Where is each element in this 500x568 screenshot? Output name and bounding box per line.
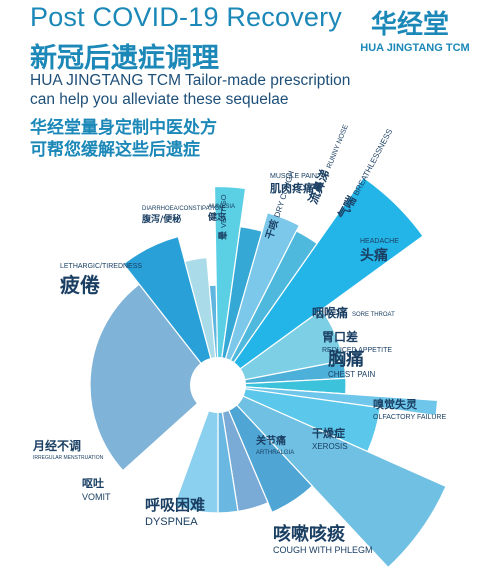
chart-label-en: IRREGULAR MENSTRUATION: [33, 455, 104, 461]
chart-label-en: ARTHRALGIA: [256, 450, 294, 456]
chart-label-en: VOMIT: [82, 492, 111, 502]
chart-slice-cough-with-phlegm: [217, 384, 447, 568]
chart-slice-diarrhoea-constipation: [122, 235, 219, 386]
chart-label-en: CHEST PAIN: [328, 370, 375, 379]
chart-label-zh: 月经不调: [32, 438, 81, 453]
chart-label-zh: 疲倦: [60, 273, 100, 297]
chart-slice-muscle-pain: [213, 185, 247, 386]
chart-label-group: 嗅觉失灵 OLFACTORY FAILURE: [373, 397, 446, 421]
chart-label-en: RUNNY NOSE: [326, 124, 350, 170]
intro-en-line-1: HUA JINGTANG TCM Tailor-made prescriptio…: [30, 72, 351, 89]
chart-label-group: 晕 VERTIGO: [217, 194, 229, 240]
chart-slice-irregular-menstruation: [173, 384, 219, 514]
chart-label-zh: 头痛: [360, 247, 388, 264]
chart-label-en: DYSPNEA: [145, 516, 198, 528]
intro-zh-line-1: 华经堂量身定制中医处方: [30, 118, 217, 138]
chart-label-zh: 干燥症: [312, 426, 345, 440]
chart-center-hole: [190, 357, 246, 413]
page-title-zh: 新冠后遗症调理: [30, 43, 219, 74]
chart-label-zh: 嗅觉失灵: [373, 397, 418, 411]
intro-en-line-2: can help you alleviate these sequelae: [30, 91, 289, 108]
brand-logo-en: HUA JINGTANG TCM: [360, 42, 470, 54]
chart-label-en: COUGH WITH PHLEGM: [273, 545, 373, 555]
chart-label-en: OLFACTORY FAILURE: [373, 414, 446, 421]
chart-label-zh: 关节痛: [256, 434, 286, 447]
chart-label-zh: 胃口差: [322, 329, 358, 344]
chart-label-en: VERTIGO: [219, 194, 228, 228]
chart-label-group: 呼吸困难 DYSPNEA: [145, 496, 205, 528]
chart-label-zh: 晕: [217, 231, 229, 240]
chart-label-group: 干燥症 XEROSIS: [312, 426, 348, 451]
chart-label-group: LETHARGIC/TIREDNESS 疲倦: [60, 263, 142, 297]
chart-slice-arthralgia: [217, 384, 314, 514]
chart-label-group: 咽喉痛 SORE THROAT: [312, 305, 395, 320]
chart-label-group: 月经不调 IRREGULAR MENSTRUATION: [32, 438, 104, 461]
chart-slice-amnesia: [184, 256, 219, 386]
chart-label-zh: 咽喉痛: [312, 305, 348, 320]
chart-label-en: REDUCED APPETITE: [322, 347, 392, 354]
intro-zh-line-2: 可帮您缓解这些后遗症: [30, 140, 200, 160]
chart-label-group: 胃口差 REDUCED APPETITE: [322, 329, 392, 354]
chart-label-zh: 胸痛: [328, 348, 364, 370]
chart-label-group: 关节痛 ARTHRALGIA: [256, 434, 294, 456]
chart-label-zh: 呼吸困难: [145, 496, 205, 514]
chart-label-en: MUSCLE PAIN: [270, 173, 317, 180]
chart-label-en: SORE THROAT: [352, 312, 395, 318]
chart-label-en: AMNESIA: [208, 204, 235, 210]
chart-label-group: HEADACHE 头痛: [360, 238, 399, 264]
chart-label-zh: 肌肉疼痛: [269, 181, 314, 195]
chart-slice-lethargic-tiredness: [89, 283, 219, 472]
page-title-en: Post COVID-19 Recovery: [30, 2, 342, 32]
chart-slice-runny-nose: [217, 211, 301, 386]
chart-slice-headache: [217, 176, 424, 386]
chart-label-en: LETHARGIC/TIREDNESS: [60, 263, 142, 270]
chart-label-group: 呕吐 VOMIT: [82, 476, 111, 502]
chart-label-en: HEADACHE: [360, 238, 399, 245]
brand-logo-zh: 华经堂: [370, 10, 449, 40]
chart-label-zh: 腹泻/便秘: [141, 213, 181, 225]
chart-label-zh: 呕吐: [82, 476, 104, 490]
chart-label-zh: 健忘: [208, 211, 226, 223]
chart-label-en: DIARRHOEA/CONSTIPATION: [142, 206, 223, 212]
chart-label-en: XEROSIS: [312, 442, 348, 451]
chart-label-zh: 咳嗽咳痰: [273, 523, 346, 545]
